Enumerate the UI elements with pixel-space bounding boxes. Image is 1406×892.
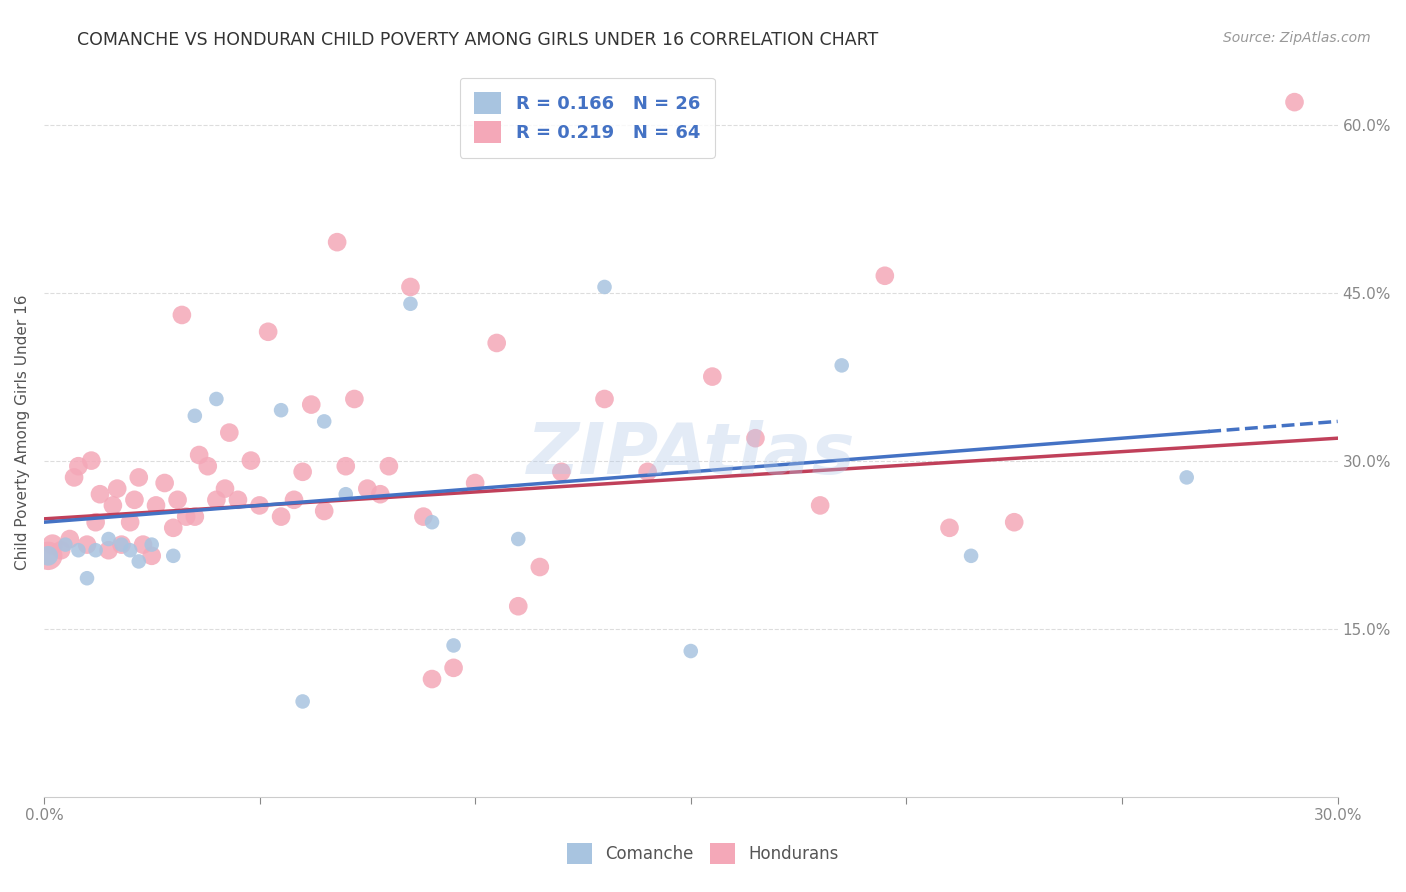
Point — [59, 532, 82, 546]
Point — [97, 532, 120, 546]
Point — [76, 538, 98, 552]
Point — [1284, 95, 1306, 109]
Point — [170, 308, 193, 322]
Point — [141, 549, 163, 563]
Point — [124, 492, 146, 507]
Point — [508, 532, 530, 546]
Point — [399, 280, 422, 294]
Point — [399, 297, 422, 311]
Point — [184, 509, 207, 524]
Point — [873, 268, 896, 283]
Point — [637, 465, 659, 479]
Point — [314, 414, 336, 428]
Point — [80, 453, 103, 467]
Point — [226, 492, 249, 507]
Legend: R = 0.166   N = 26, R = 0.219   N = 64: R = 0.166 N = 26, R = 0.219 N = 64 — [460, 78, 714, 158]
Point — [257, 325, 280, 339]
Point — [464, 475, 486, 490]
Point — [443, 661, 465, 675]
Point — [41, 538, 63, 552]
Point — [101, 499, 124, 513]
Point — [162, 521, 184, 535]
Point — [214, 482, 236, 496]
Point — [326, 235, 349, 249]
Point — [162, 549, 184, 563]
Point — [67, 459, 90, 474]
Point — [110, 538, 132, 552]
Point — [145, 499, 167, 513]
Point — [63, 470, 86, 484]
Point — [239, 453, 262, 467]
Point — [378, 459, 401, 474]
Point — [550, 465, 572, 479]
Point — [960, 549, 983, 563]
Point — [84, 515, 107, 529]
Point — [188, 448, 211, 462]
Point — [1175, 470, 1198, 484]
Point — [343, 392, 366, 406]
Point — [335, 459, 357, 474]
Point — [184, 409, 207, 423]
Point — [679, 644, 702, 658]
Point — [76, 571, 98, 585]
Point — [218, 425, 240, 440]
Text: Source: ZipAtlas.com: Source: ZipAtlas.com — [1223, 31, 1371, 45]
Point — [205, 492, 228, 507]
Text: ZIPAtlas: ZIPAtlas — [526, 420, 855, 489]
Point — [529, 560, 551, 574]
Point — [314, 504, 336, 518]
Point — [49, 543, 72, 558]
Legend: Comanche, Hondurans: Comanche, Hondurans — [561, 837, 845, 871]
Point — [335, 487, 357, 501]
Point — [808, 499, 831, 513]
Point — [831, 359, 853, 373]
Point — [132, 538, 155, 552]
Point — [368, 487, 391, 501]
Text: COMANCHE VS HONDURAN CHILD POVERTY AMONG GIRLS UNDER 16 CORRELATION CHART: COMANCHE VS HONDURAN CHILD POVERTY AMONG… — [77, 31, 879, 49]
Point — [702, 369, 724, 384]
Point — [110, 538, 132, 552]
Point — [593, 392, 616, 406]
Point — [153, 475, 176, 490]
Point — [166, 492, 188, 507]
Point — [105, 482, 128, 496]
Point — [270, 509, 292, 524]
Point — [356, 482, 378, 496]
Point — [120, 515, 142, 529]
Point — [508, 599, 530, 614]
Point — [84, 543, 107, 558]
Point — [89, 487, 111, 501]
Y-axis label: Child Poverty Among Girls Under 16: Child Poverty Among Girls Under 16 — [15, 295, 30, 570]
Point — [37, 549, 59, 563]
Point — [97, 543, 120, 558]
Point — [283, 492, 305, 507]
Point — [270, 403, 292, 417]
Point — [420, 515, 443, 529]
Point — [443, 639, 465, 653]
Point — [249, 499, 271, 513]
Point — [299, 398, 322, 412]
Point — [205, 392, 228, 406]
Point — [55, 538, 77, 552]
Point — [938, 521, 960, 535]
Point — [485, 336, 508, 351]
Point — [120, 543, 142, 558]
Point — [174, 509, 197, 524]
Point — [1002, 515, 1025, 529]
Point — [141, 538, 163, 552]
Point — [128, 470, 150, 484]
Point — [593, 280, 616, 294]
Point — [412, 509, 434, 524]
Point — [37, 549, 59, 563]
Point — [291, 465, 314, 479]
Point — [67, 543, 90, 558]
Point — [744, 431, 766, 445]
Point — [420, 672, 443, 686]
Point — [291, 694, 314, 708]
Point — [128, 554, 150, 568]
Point — [197, 459, 219, 474]
